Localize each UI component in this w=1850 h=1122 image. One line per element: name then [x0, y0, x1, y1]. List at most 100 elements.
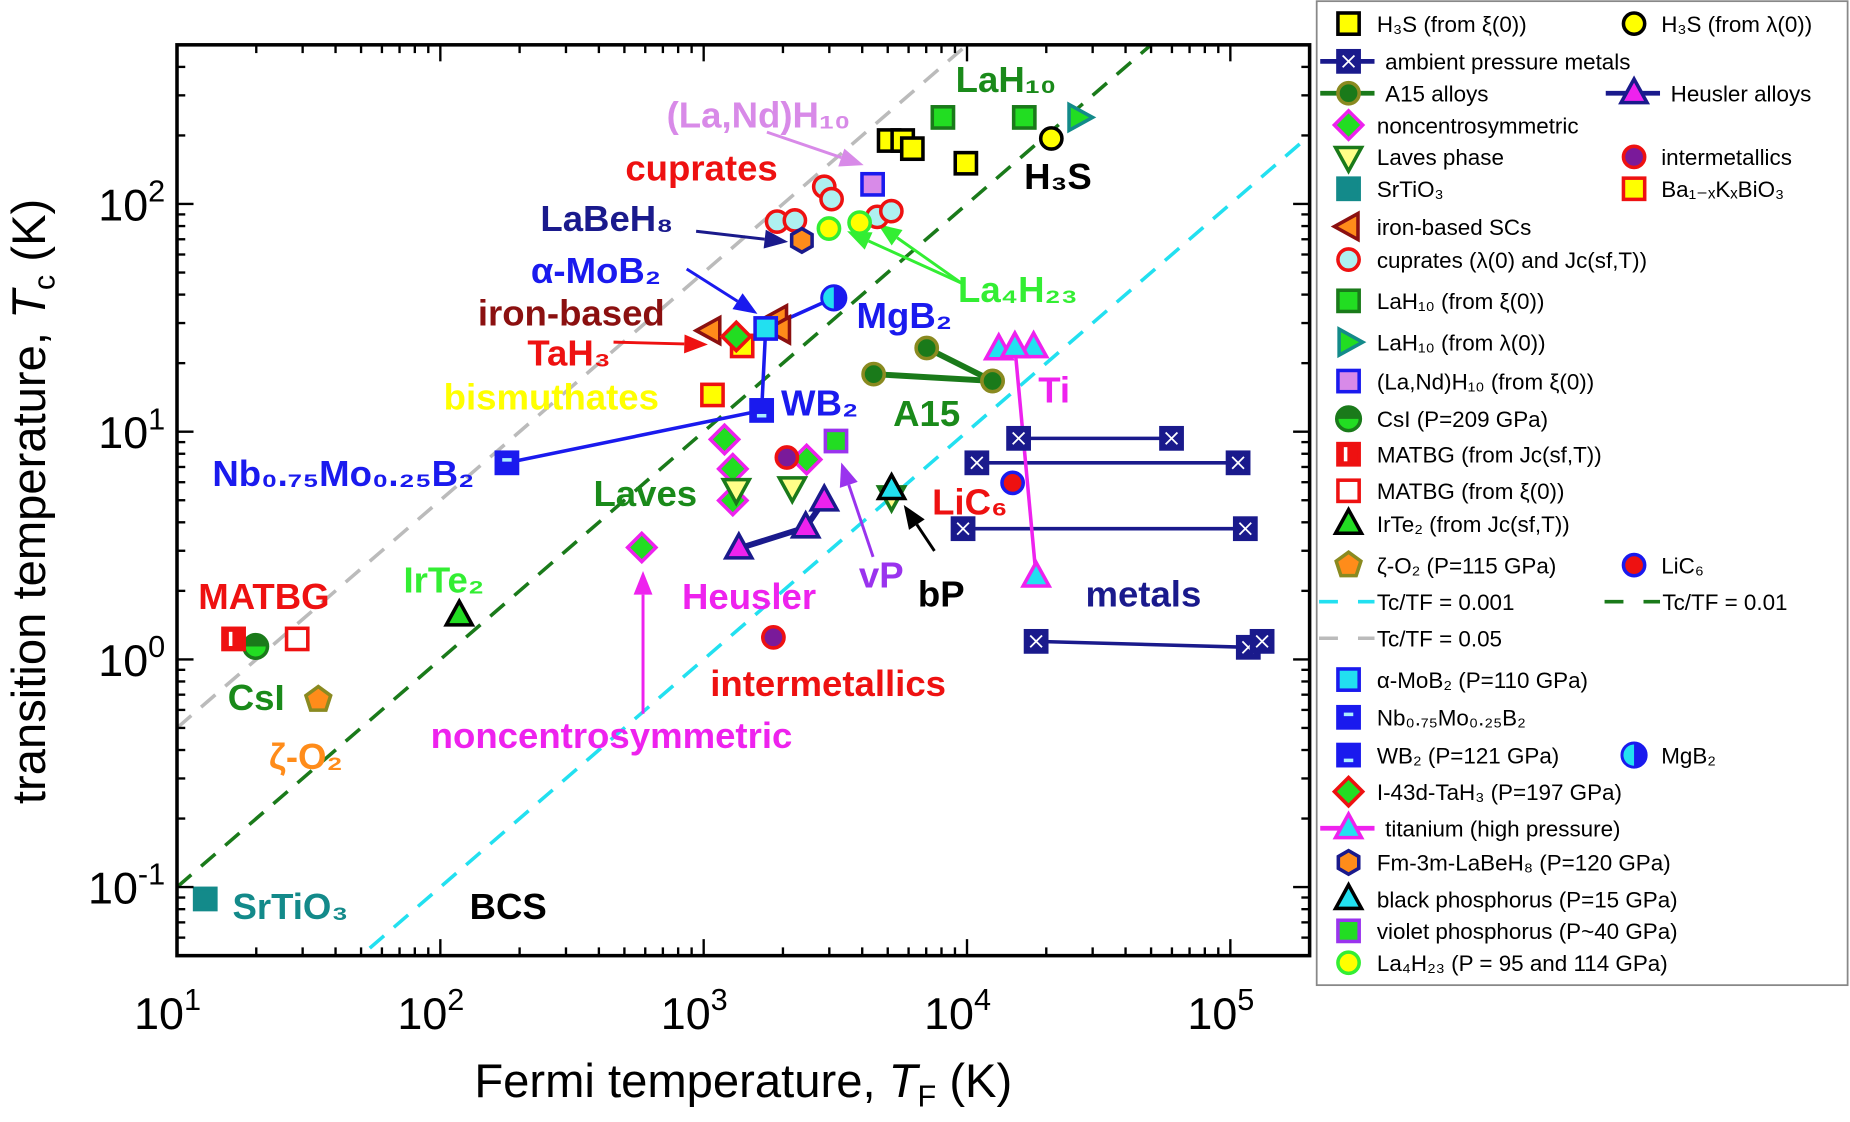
legend-marker-icon: [1336, 48, 1361, 74]
legend-item-ambient-pressure-metals: ambient pressure metals: [1320, 48, 1630, 75]
annotation-arrow: [633, 571, 653, 714]
annotation-iron-based: iron-based: [478, 293, 665, 334]
marker-heusler-alloys: [722, 530, 755, 560]
legend-item-tc-tf-0-01: Tc/TF = 0.01: [1604, 590, 1788, 615]
marker-cuprates-0-and-jc-sf-t: [878, 198, 904, 224]
annotation-srtio: SrTiO₃: [232, 886, 348, 927]
annotation-arrow: [847, 231, 963, 285]
legend-label: Tc/TF = 0.05: [1377, 627, 1502, 652]
marker-a15-alloys: [914, 335, 940, 361]
legend-item-mob-p-110-gpa: α-MoB₂ (P=110 GPa): [1336, 667, 1588, 693]
y-tick-label: 102: [98, 175, 165, 231]
x-tick-label: 104: [924, 983, 991, 1039]
reference-line-tc-tf-0-001: [358, 134, 1310, 956]
legend-item-matbg-from-0: MATBG (from ξ(0)): [1336, 478, 1564, 504]
annotation-vp: vP: [859, 555, 904, 596]
y-axis-label: transition temperature, Tc (K): [3, 199, 61, 804]
marker-heusler-alloys: [789, 509, 822, 539]
x-tick-label: 101: [134, 983, 201, 1039]
legend-box: [1315, 0, 1849, 987]
marker-ba-k-bio: [700, 382, 725, 408]
marker-o-p-115-gpa: [303, 684, 333, 712]
annotation-la-nd-h: (La,Nd)H₁₀: [667, 94, 851, 135]
annotation-ti: Ti: [1038, 369, 1070, 410]
annotation-arrow: [766, 130, 864, 167]
legend-item-ba-k-bio: Ba₁₋ₓKₓBiO₃: [1621, 176, 1784, 202]
legend-marker-icon: [1336, 176, 1361, 202]
annotation-mgb: MgB₂: [857, 295, 952, 336]
legend-item-titanium-high-pressure: titanium (high pressure): [1320, 810, 1621, 841]
marker-laves-phase: [776, 476, 809, 506]
marker-nb-mo-b: [494, 450, 520, 476]
annotation-wb: WB₂: [781, 382, 858, 423]
legend-marker-icon: [1336, 247, 1361, 272]
marker-matbg-from-0: [284, 626, 310, 652]
legend-label: (La,Nd)H₁₀ (from ξ(0)): [1377, 369, 1594, 394]
legend-label: Fm-3m-LaBeH₈ (P=120 GPa): [1377, 851, 1671, 876]
legend-label: violet phosphorus (P~40 GPa): [1377, 919, 1678, 944]
legend-label: noncentrosymmetric: [1377, 113, 1579, 138]
marker-matbg-from-jc-sf-t: [221, 626, 246, 652]
legend-marker-icon: [1336, 441, 1361, 467]
marker-intermetallics: [761, 624, 786, 650]
annotation-cuprates: cuprates: [625, 148, 777, 189]
annotation-bp: bP: [918, 573, 965, 614]
annotation-arrow: [839, 462, 875, 558]
marker-iron-based-scs: [692, 314, 722, 347]
legend-item-mgb: MgB₂: [1620, 741, 1716, 769]
legend-marker-icon: [1336, 918, 1361, 944]
marker-h-s-from-0: [1038, 126, 1064, 151]
legend-label: A15 alloys: [1385, 81, 1488, 106]
marker-black-phosphorus-p-15-gpa: [875, 471, 908, 501]
x-tick-label: 103: [661, 983, 728, 1039]
marker-laves-phase: [720, 477, 753, 507]
data-markers: [192, 101, 1275, 912]
axis-ticks: [175, 43, 1311, 957]
legend-item-srtio: SrTiO₃: [1336, 176, 1444, 202]
legend-marker-icon: [1621, 11, 1647, 36]
x-axis-label: Fermi temperature, TF (K): [474, 1055, 1012, 1113]
legend-marker-icon: [1332, 506, 1365, 536]
legend-marker-icon: [1336, 950, 1361, 976]
legend-label: titanium (high pressure): [1385, 816, 1620, 841]
legend-label: CsI (P=209 GPa): [1377, 407, 1548, 432]
legend-item-black-phosphorus-p-15-gpa: black phosphorus (P=15 GPa): [1332, 881, 1678, 912]
marker-h-s-from-0: [899, 136, 925, 162]
annotation-csi: CsI: [228, 677, 285, 718]
annotation-lah: LaH₁₀: [956, 59, 1057, 100]
legend-item-i-43d-tah-p-197-gpa: I-43d-TaH₃ (P=197 GPa): [1331, 774, 1622, 809]
annotation-metals: metals: [1085, 573, 1201, 614]
legend-item-la-nd-h-from-0: (La,Nd)H₁₀ (from ξ(0)): [1336, 368, 1594, 394]
annotation-bcs: BCS: [470, 886, 547, 927]
legend-marker-icon: [1336, 11, 1361, 36]
reference-line-tc-tf-0-01: [176, 44, 1154, 889]
legend-marker-icon: [1331, 108, 1366, 142]
connector-a15-alloys: [873, 371, 993, 384]
legend-marker-icon: [1337, 326, 1367, 359]
legend-marker-icon: [1336, 288, 1361, 314]
legend-label: intermetallics: [1661, 145, 1792, 170]
legend-item-lah-from-0: LaH₁₀ (from ξ(0)): [1336, 288, 1544, 314]
marker-la-h-p-95-and-114-gpa: [816, 216, 842, 241]
legend-marker-icon: [1620, 741, 1648, 769]
legend-label: I-43d-TaH₃ (P=197 GPa): [1377, 780, 1622, 805]
legend-label: Ba₁₋ₓKₓBiO₃: [1661, 177, 1784, 202]
annotation-mob: α-MoB₂: [531, 250, 661, 291]
legend-label: Laves phase: [1377, 145, 1504, 170]
annotation-arrow: [903, 504, 936, 552]
marker-irte-from-jc-sf-t: [443, 597, 476, 627]
legend-item-wb-p-121-gpa: WB₂ (P=121 GPa): [1336, 742, 1559, 768]
legend-label: La₄H₂₃ (P = 95 and 114 GPa): [1377, 951, 1668, 976]
marker-csi-p-209-gpa: [242, 632, 270, 661]
annotation-o: ζ-O₂: [269, 736, 343, 777]
legend-marker-icon: [1334, 549, 1363, 578]
legend-label: ambient pressure metals: [1385, 50, 1630, 75]
annotation-h-s: H₃S: [1024, 156, 1092, 197]
legend-label: Nb₀.₇₅Mo₀.₂₅B₂: [1377, 706, 1526, 731]
annotation-arrow: [685, 267, 758, 314]
reference-lines: [176, 44, 1310, 956]
marker-ambient-pressure-metals: [1023, 628, 1049, 654]
legend-marker-icon: [1336, 478, 1361, 504]
annotation-tah: TaH₃: [527, 333, 610, 374]
